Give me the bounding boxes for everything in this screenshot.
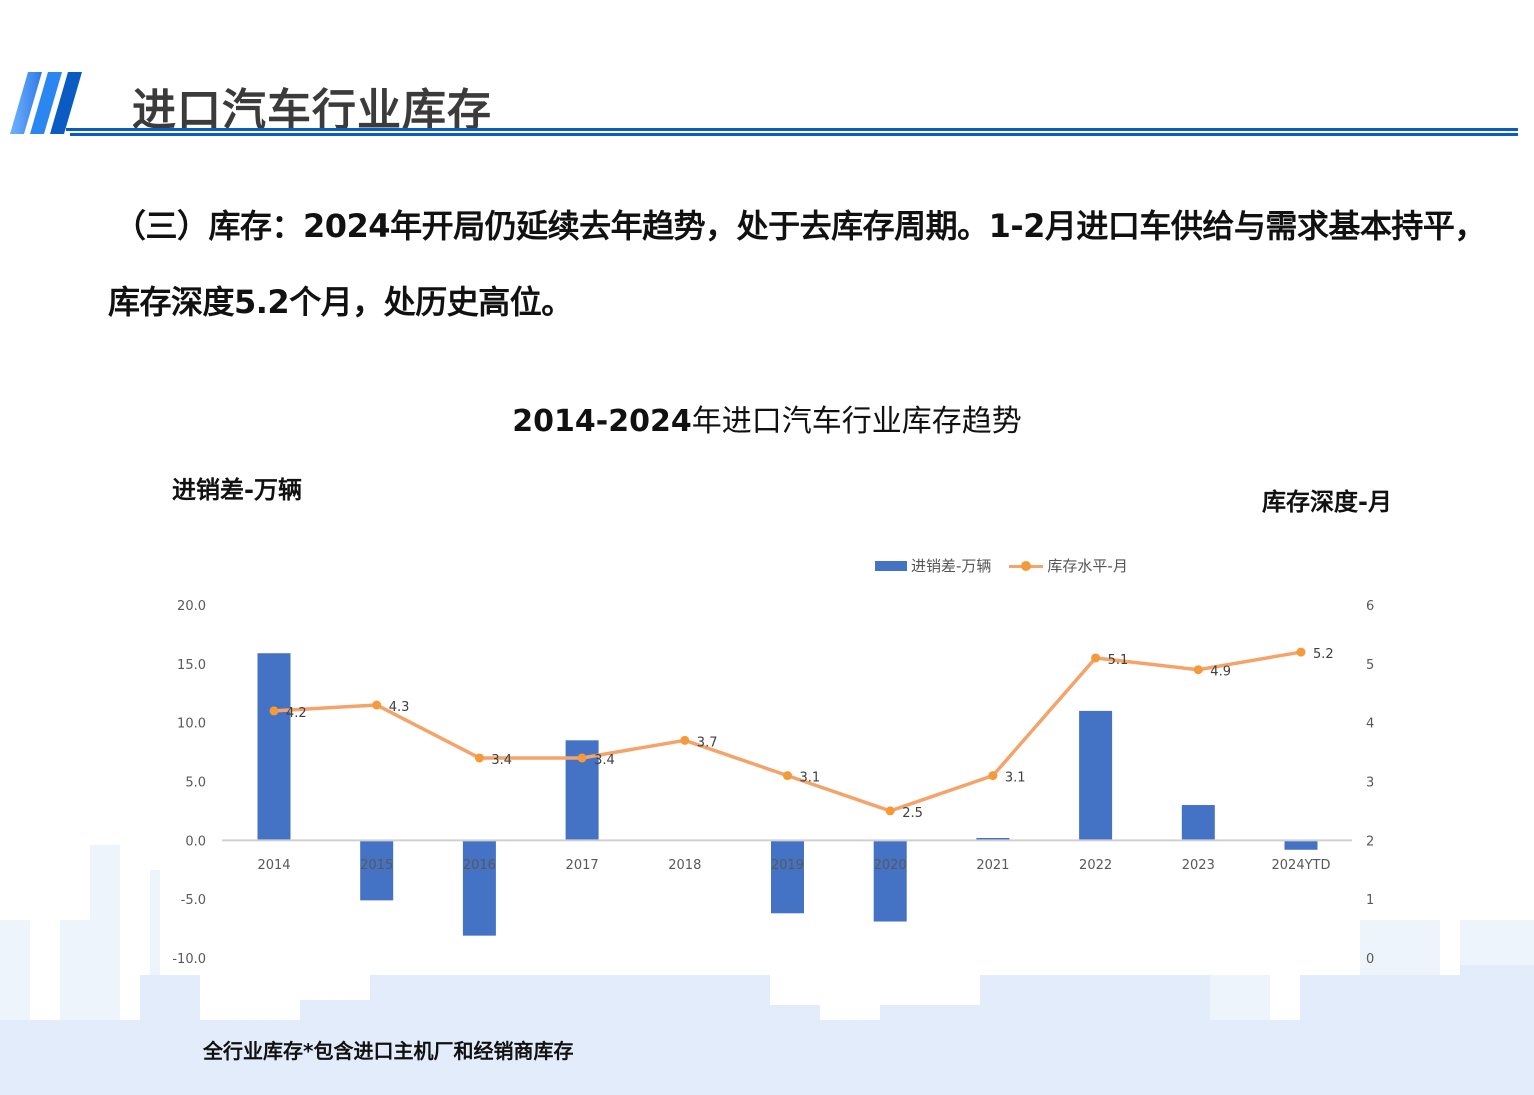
line-marker: [1193, 665, 1203, 675]
category-label: 2021: [976, 858, 1009, 873]
category-label: 2018: [668, 858, 701, 873]
category-label: 2023: [1182, 858, 1215, 873]
summary-text: （三）库存：2024年开局仍延续去年趋势，处于去库存周期。1-2月进口车供给与需…: [108, 188, 1486, 340]
category-label: 2022: [1079, 858, 1112, 873]
category-label: 2016: [463, 858, 496, 873]
plot-area: [160, 590, 1360, 975]
line-data-label: 3.4: [594, 753, 615, 768]
category-label: 2020: [874, 858, 907, 873]
left-axis-title: 进销差-万辆: [172, 476, 302, 504]
right-axis-tick: 3: [1366, 776, 1374, 791]
category-label: 2024YTD: [1272, 858, 1331, 873]
legend-item-bar: 进销差-万辆: [875, 555, 991, 576]
category-label: 2014: [257, 858, 290, 873]
chart-title: 2014-2024年进口汽车行业库存趋势: [0, 396, 1534, 440]
header-divider: [66, 128, 1518, 131]
right-axis-tick: 0: [1366, 952, 1374, 967]
line-data-label: 3.7: [697, 735, 718, 750]
line-marker: [783, 771, 792, 781]
left-axis-tick: 0.0: [185, 834, 206, 849]
category-label: 2017: [566, 858, 599, 873]
line-marker: [269, 706, 279, 716]
bar-2020: [873, 840, 907, 922]
line-data-label: 3.1: [800, 771, 821, 786]
chart-title-text: 年进口汽车行业库存趋势: [691, 404, 1022, 439]
line-marker: [680, 735, 690, 745]
category-label: 2015: [360, 858, 393, 873]
line-marker: [988, 771, 998, 781]
line-data-label: 5.1: [1108, 653, 1129, 668]
right-axis-tick: 6: [1366, 599, 1374, 614]
bar-2024YTD: [1284, 840, 1318, 850]
line-data-label: 4.9: [1210, 665, 1231, 680]
left-axis-tick: -5.0: [181, 893, 206, 908]
line-data-label: 3.1: [1005, 771, 1026, 786]
chart-legend: 进销差-万辆 库存水平-月: [875, 555, 1128, 576]
right-axis-tick: 1: [1366, 893, 1374, 908]
chart-footnote: 全行业库存*包含进口主机厂和经销商库存: [203, 1039, 574, 1063]
legend-label-line: 库存水平-月: [1047, 557, 1128, 575]
line-marker-swatch-icon: [1009, 560, 1044, 571]
left-axis-tick: 15.0: [177, 658, 206, 673]
bar-swatch-icon: [875, 560, 907, 571]
header-stripes-icon: [10, 72, 82, 134]
left-axis-tick: 20.0: [177, 599, 206, 614]
bar-2015: [360, 840, 394, 901]
line-marker: [1091, 653, 1101, 663]
line-marker: [1296, 647, 1306, 657]
left-axis-tick: 10.0: [177, 717, 206, 732]
line-marker: [577, 753, 587, 763]
line-data-label: 2.5: [902, 806, 923, 821]
header-divider-secondary: [70, 133, 1518, 136]
legend-item-line: 库存水平-月: [1009, 555, 1128, 576]
left-axis-tick: -10.0: [172, 952, 206, 967]
right-axis-tick: 2: [1366, 834, 1374, 849]
line-data-label: 5.2: [1313, 647, 1334, 662]
summary-line-1: （三）库存：2024年开局仍延续去年趋势，处于去库存周期。1-2月进口车供给与需…: [114, 207, 1486, 245]
line-marker: [372, 700, 382, 710]
bar-2021: [976, 837, 1010, 841]
bar-2014: [257, 653, 291, 841]
bar-2023: [1181, 805, 1215, 841]
line-marker: [885, 806, 895, 816]
line-data-label: 3.4: [491, 753, 512, 768]
right-axis-tick: 4: [1366, 717, 1374, 732]
right-axis-tick: 5: [1366, 658, 1374, 673]
bar-2016: [462, 840, 496, 936]
legend-label-bar: 进销差-万辆: [911, 557, 992, 575]
bar-2019: [771, 840, 804, 914]
line-marker: [474, 753, 484, 763]
page-title: 进口汽车行业库存: [132, 85, 492, 136]
summary-line-2: 库存深度5.2个月，处历史高位。: [108, 283, 573, 321]
page-header: 进口汽车行业库存: [0, 60, 1534, 150]
bar-2022: [1079, 710, 1113, 841]
chart-title-years: 2014-2024: [512, 404, 692, 439]
category-label: 2019: [771, 858, 804, 873]
left-axis-tick: 5.0: [185, 776, 206, 791]
line-data-label: 4.3: [389, 700, 410, 715]
line-data-label: 4.2: [286, 706, 307, 721]
right-axis-title: 库存深度-月: [1262, 488, 1392, 516]
